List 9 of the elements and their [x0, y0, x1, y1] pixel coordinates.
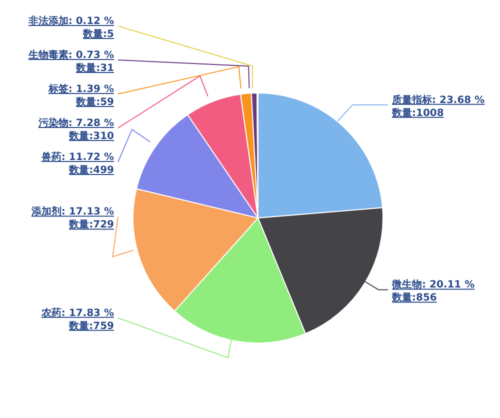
slice-label: 微生物: 20.11 % 数量:856 [391, 278, 475, 304]
slice-label: 污染物: 7.28 % 数量:310 [37, 117, 114, 142]
slice-label: 添加剂: 17.13 % 数量:729 [30, 206, 114, 231]
slice-label: 非法添加: 0.12 % 数量:5 [27, 15, 114, 40]
slice-label: 生物毒素: 0.73 % 数量:31 [27, 49, 114, 74]
slice-label: 质量指标: 23.68 % 数量:1008 [391, 94, 485, 119]
slice-label: 兽药: 11.72 % 数量:499 [40, 151, 114, 176]
slice-label: 农药: 17.83 % 数量:759 [40, 306, 114, 332]
slice-label: 标签: 1.39 % 数量:59 [47, 83, 114, 108]
